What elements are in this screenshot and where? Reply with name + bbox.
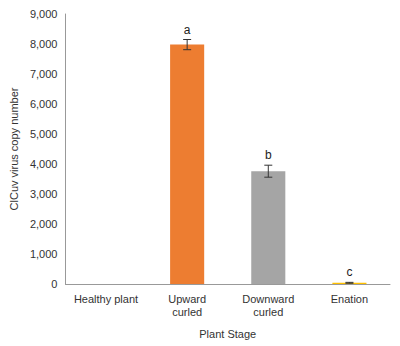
svg-text:8,000: 8,000	[30, 38, 58, 50]
svg-text:9,000: 9,000	[30, 8, 58, 20]
svg-text:curled: curled	[253, 306, 283, 318]
svg-text:c: c	[346, 265, 352, 279]
svg-text:Plant Stage: Plant Stage	[199, 328, 256, 340]
svg-text:6,000: 6,000	[30, 98, 58, 110]
svg-text:4,000: 4,000	[30, 158, 58, 170]
svg-text:curled: curled	[172, 306, 202, 318]
svg-text:3,000: 3,000	[30, 188, 58, 200]
svg-text:b: b	[265, 148, 272, 162]
svg-text:ClCuv virus copy number: ClCuv virus copy number	[8, 87, 20, 210]
svg-text:5,000: 5,000	[30, 128, 58, 140]
svg-text:Downward: Downward	[242, 293, 294, 305]
svg-text:2,000: 2,000	[30, 218, 58, 230]
svg-text:Upward: Upward	[168, 293, 206, 305]
svg-text:Enation: Enation	[331, 293, 368, 305]
svg-text:Healthy plant: Healthy plant	[74, 293, 138, 305]
svg-text:1,000: 1,000	[30, 248, 58, 260]
svg-text:0: 0	[51, 278, 57, 290]
svg-text:7,000: 7,000	[30, 68, 58, 80]
svg-text:a: a	[184, 23, 191, 37]
